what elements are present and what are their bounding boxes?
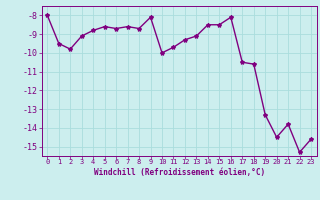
X-axis label: Windchill (Refroidissement éolien,°C): Windchill (Refroidissement éolien,°C) <box>94 168 265 177</box>
